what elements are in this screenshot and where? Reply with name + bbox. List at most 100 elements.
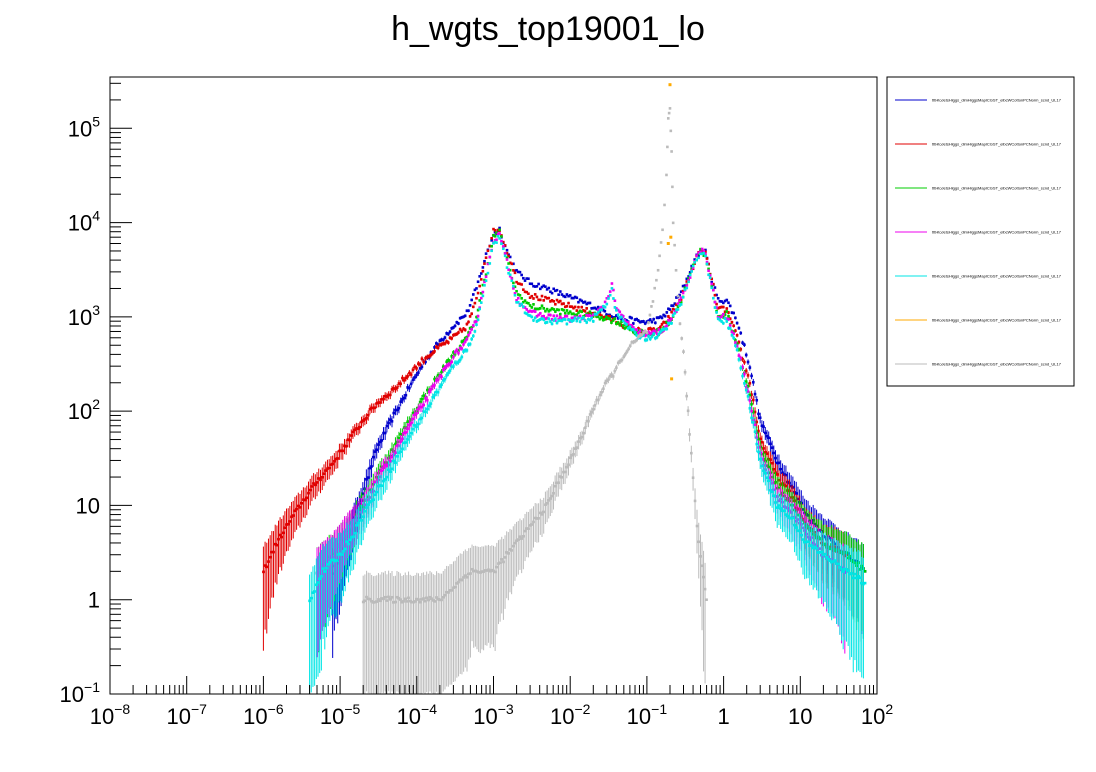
- data-point: [385, 395, 389, 398]
- data-point: [697, 256, 700, 260]
- data-point: [610, 321, 613, 324]
- data-point: [676, 294, 680, 298]
- legend-entry: tttHtoJetsHiggs_dimHiggsMapICGST_elbcWCo…: [895, 362, 1062, 367]
- data-point: [647, 335, 650, 338]
- data-point: [568, 456, 572, 460]
- data-point: [753, 423, 757, 427]
- data-point: [608, 293, 612, 297]
- data-point: [368, 466, 372, 470]
- data-point: [413, 365, 417, 369]
- data-point: [688, 276, 692, 279]
- data-point: [612, 297, 615, 300]
- data-point: [445, 340, 448, 343]
- data-point: [522, 288, 525, 291]
- data-point: [583, 314, 587, 317]
- data-point: [539, 511, 542, 515]
- data-point: [457, 351, 460, 355]
- data-point: [513, 269, 517, 273]
- data-point: [565, 322, 569, 326]
- data-point: [620, 313, 623, 317]
- series-7: [361, 107, 708, 694]
- data-point: [498, 226, 501, 230]
- data-point: [637, 335, 640, 339]
- data-point: [763, 451, 767, 454]
- data-point: [399, 598, 402, 601]
- data-point: [662, 320, 665, 324]
- data-point: [732, 332, 735, 335]
- data-point: [558, 475, 562, 478]
- data-point: [563, 318, 567, 321]
- data-point: [426, 388, 429, 392]
- data-point: [503, 244, 507, 247]
- data-point: [650, 333, 654, 336]
- data-point: [468, 326, 472, 330]
- data-point: [669, 129, 673, 133]
- data-point: [743, 360, 746, 364]
- data-point: [540, 315, 544, 318]
- data-point: [468, 342, 472, 346]
- data-point: [753, 392, 757, 396]
- data-point: [479, 291, 483, 295]
- data-point: [340, 553, 344, 556]
- data-point: [774, 480, 777, 484]
- data-point: [678, 293, 681, 297]
- data-point: [575, 319, 579, 323]
- data-point: [375, 490, 378, 494]
- data-point: [366, 597, 370, 601]
- data-point: [583, 300, 587, 304]
- data-point: [722, 301, 725, 305]
- data-point: [440, 375, 443, 379]
- data-point: [588, 318, 592, 322]
- data-point: [457, 360, 460, 364]
- data-point: [563, 305, 567, 309]
- data-point: [554, 317, 557, 321]
- data-point: [341, 449, 345, 453]
- data-point: [493, 234, 497, 238]
- data-point: [730, 311, 734, 314]
- data-point: [732, 311, 735, 315]
- data-point: [550, 322, 554, 326]
- data-point: [436, 597, 440, 601]
- data-point: [643, 334, 647, 337]
- data-point: [542, 318, 546, 321]
- data-point: [413, 600, 417, 603]
- data-point: [741, 374, 744, 378]
- data-point: [532, 284, 535, 288]
- data-point: [328, 561, 332, 564]
- data-point: [718, 315, 722, 318]
- data-point: [600, 390, 604, 394]
- data-point: [598, 393, 602, 397]
- data-point: [327, 466, 331, 470]
- data-point: [615, 307, 618, 310]
- data-point: [525, 312, 529, 316]
- data-point: [695, 254, 698, 257]
- data-point: [642, 333, 645, 337]
- data-point: [470, 327, 473, 331]
- data-point: [568, 318, 572, 322]
- data-point: [585, 307, 588, 310]
- data-point: [395, 386, 399, 389]
- data-point: [820, 550, 823, 554]
- data-point: [429, 353, 433, 357]
- data-point: [565, 304, 569, 308]
- data-point: [625, 350, 629, 353]
- data-point: [690, 270, 693, 273]
- data-point: [285, 523, 288, 526]
- data-point: [420, 405, 424, 409]
- data-point: [430, 597, 433, 600]
- data-point: [397, 596, 400, 600]
- data-point: [605, 296, 609, 300]
- data-point: [544, 503, 547, 507]
- data-point: [638, 329, 642, 333]
- data-point: [713, 300, 717, 304]
- data-point: [300, 501, 303, 505]
- data-point: [473, 301, 477, 305]
- data-point: [621, 319, 625, 322]
- data-point: [319, 567, 322, 571]
- data-point: [770, 490, 774, 494]
- data-point: [562, 317, 565, 321]
- data-point: [557, 300, 560, 304]
- data-point: [640, 331, 644, 334]
- data-point: [518, 294, 522, 297]
- data-point: [831, 560, 835, 563]
